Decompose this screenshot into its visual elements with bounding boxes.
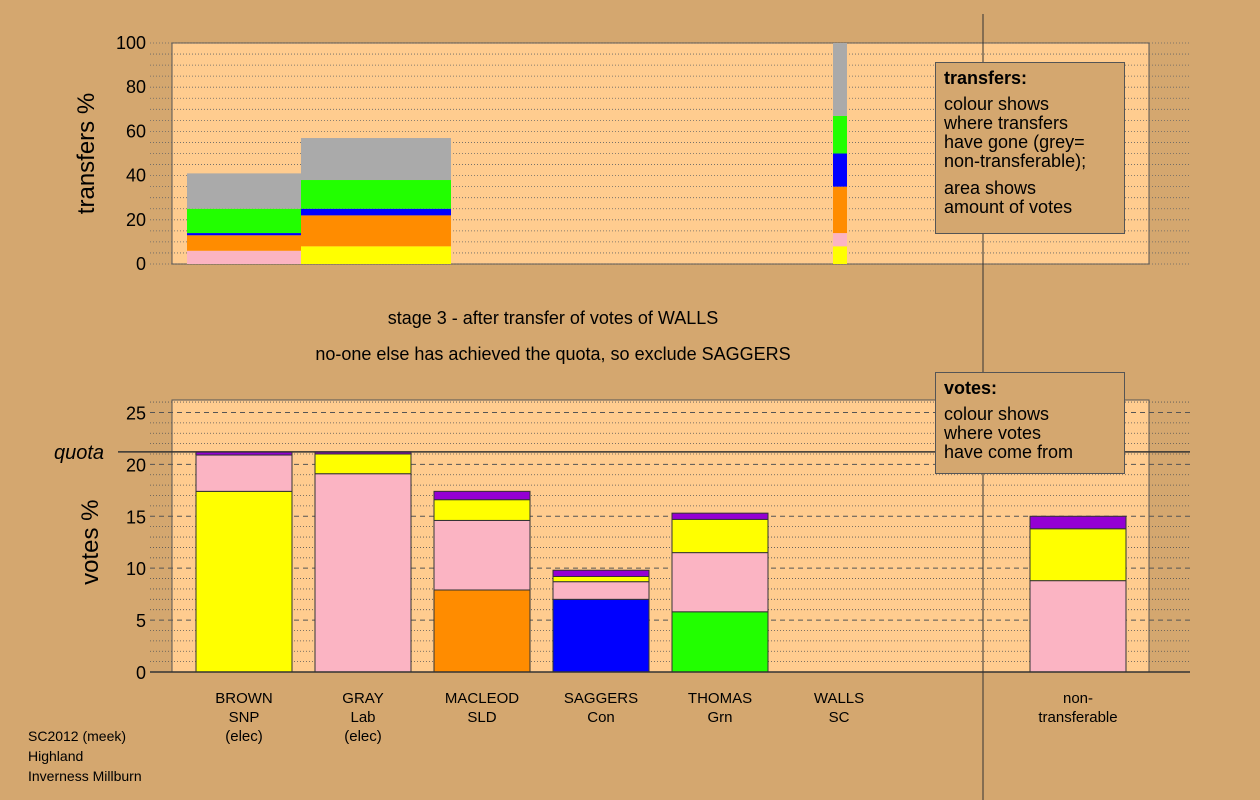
transfer-segment [301,208,451,216]
candidate-party: SC [828,709,850,726]
candidate-name: THOMAS [687,690,753,707]
candidate-name: WALLS [813,690,865,707]
legend-line: colour shows [944,404,1050,424]
election-footer: SC2012 (meek) Highland Inverness Millbur… [28,726,142,786]
transfers-axis-title: transfers % [73,93,100,214]
legend-line: colour shows [944,94,1050,114]
vote-segment [314,473,412,673]
legend-title: votes: [944,378,998,398]
legend-line: where votes [944,423,1042,443]
stage-caption: stage 3 - after transfer of votes of WAL… [387,308,719,328]
vote-segment [1029,528,1127,582]
candidate-label-brown: BROWN SNP (elec) [174,689,314,746]
legend-votes: votes: colour shows where votes have com… [935,372,1125,474]
decision-caption: no-one else has achieved the quota, so e… [315,344,791,364]
candidate-party: Lab [350,709,376,726]
transfer-segment [187,233,301,236]
transfer-segment [301,138,451,181]
candidate-party: transferable [1038,709,1118,726]
legend-transfers: transfers: colour shows where transfers … [935,62,1125,234]
candidate-label-non-transferable: non- transferable [1008,689,1148,727]
transfers-tick-label: 80 [126,77,146,97]
legend-line: where transfers [944,113,1069,133]
vote-segment [195,490,293,673]
candidate-status: (elec) [225,728,263,745]
legend-line: have come from [944,442,1074,462]
candidate-label-macleod: MACLEOD SLD [412,689,552,727]
transfer-segment [833,43,847,116]
transfer-segment [187,235,301,251]
vote-segment [1029,515,1127,530]
votes-tick-label: 0 [136,663,146,683]
candidate-name: MACLEOD [444,690,520,707]
transfers-tick-label: 100 [116,33,146,53]
votes-tick-label: 15 [126,507,146,527]
vote-segment [433,519,531,591]
vote-segment [671,611,769,673]
candidate-party: Con [587,709,615,726]
vote-segment [671,518,769,554]
candidate-label-thomas: THOMAS Grn [650,689,790,727]
candidate-name: SAGGERS [563,690,639,707]
transfer-segment [187,173,301,209]
transfer-segment [833,246,847,264]
transfer-segment [833,186,847,234]
legend-title: transfers: [944,68,1028,88]
transfers-tick-label: 0 [136,254,146,274]
quota-label: quota [54,442,105,464]
votes-tick-label: 20 [126,455,146,475]
legend-line: amount of votes [944,197,1073,217]
votes-tick-label: 10 [126,559,146,579]
transfers-tick-label: 60 [126,121,146,141]
legend-line: have gone (grey= [944,132,1085,152]
transfer-segment [301,246,451,264]
transfers-tick-label: 40 [126,166,146,186]
footer-line: Inverness Millburn [28,768,142,784]
vote-segment [195,454,293,492]
candidate-status: (elec) [344,728,382,745]
legend-line: non-transferable); [944,151,1087,171]
votes-tick-label: 25 [126,403,146,423]
candidate-label-gray: GRAY Lab (elec) [293,689,433,746]
transfer-segment [187,208,301,234]
vote-segment [433,499,531,521]
transfer-segment [301,180,451,209]
transfer-segment [301,215,451,247]
legend-line: area shows [944,178,1037,198]
candidate-name: non- [1062,690,1094,707]
vote-segment [552,575,650,583]
transfer-segment [187,250,301,264]
vote-segment [433,490,531,501]
vote-segment [1029,580,1127,673]
footer-line: SC2012 (meek) [28,728,127,744]
votes-axis-title: votes % [77,500,104,585]
transfer-segment [833,115,847,154]
transfers-tick-label: 20 [126,210,146,230]
candidate-party: Grn [707,709,733,726]
transfer-segment [833,233,847,247]
candidate-party: SLD [467,709,497,726]
vote-segment [671,552,769,613]
candidate-name: BROWN [215,690,273,707]
candidate-label-walls: WALLS SC [769,689,909,727]
candidate-party: SNP [228,709,260,726]
vote-segment [552,581,650,600]
footer-line: Highland [28,748,84,764]
candidate-name: GRAY [342,690,384,707]
candidate-label-saggers: SAGGERS Con [531,689,671,727]
transfer-segment [833,153,847,187]
vote-segment [552,598,650,673]
vote-segment [433,589,531,673]
vote-segment [314,453,412,475]
vote-segment [671,512,769,520]
vote-segment [552,569,650,577]
votes-tick-label: 5 [136,611,146,631]
